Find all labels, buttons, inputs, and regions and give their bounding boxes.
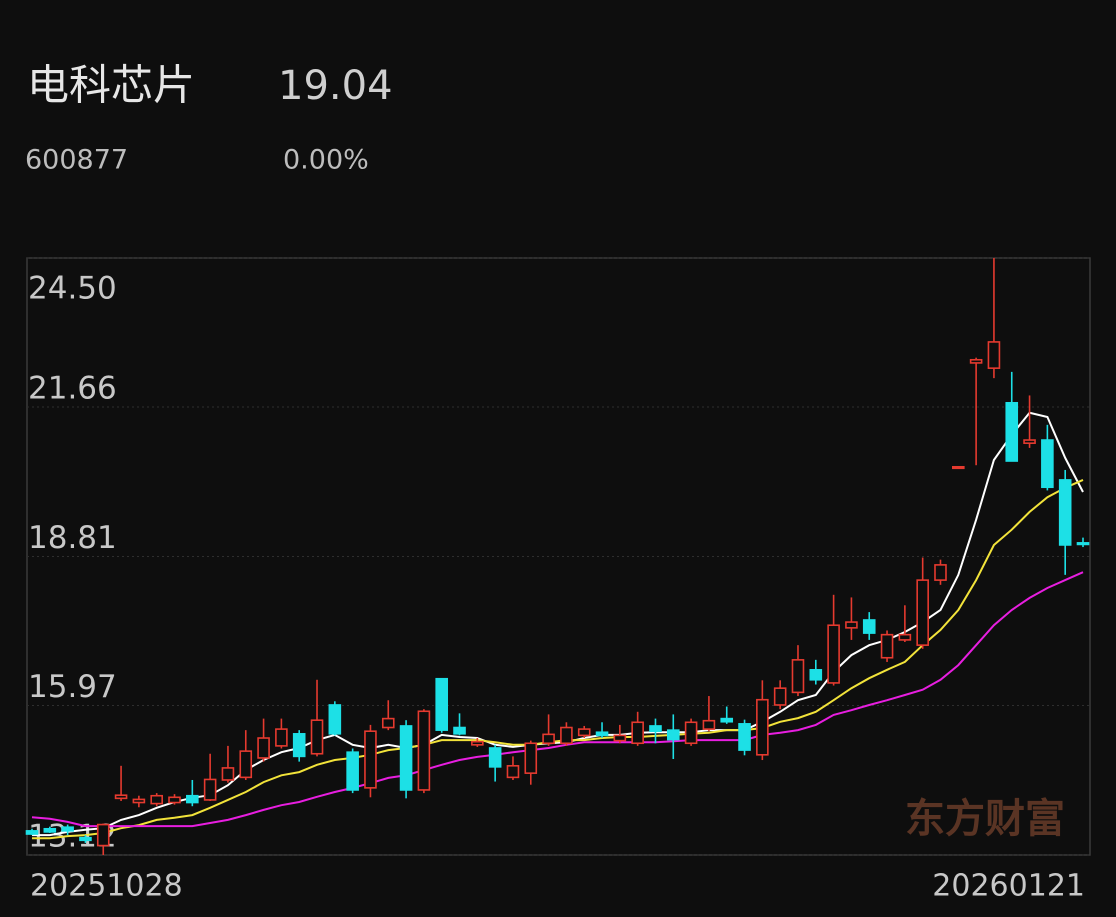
candle-body xyxy=(310,719,324,755)
candle-body xyxy=(1041,439,1054,489)
candle-body xyxy=(738,723,751,751)
candle-body xyxy=(150,794,163,805)
candle-body xyxy=(346,751,359,791)
candle-body xyxy=(577,728,591,737)
candle-body xyxy=(488,747,502,768)
candle-body xyxy=(506,765,520,779)
candle-body xyxy=(25,830,39,835)
candle-body xyxy=(381,717,395,729)
candle-body xyxy=(292,733,306,758)
candle-body xyxy=(96,823,110,847)
moving-average-line xyxy=(31,571,1084,828)
candle-body xyxy=(542,733,555,745)
candle-body xyxy=(631,721,644,745)
candle-body xyxy=(221,767,235,781)
candle-body xyxy=(666,729,680,741)
candle-body xyxy=(684,721,698,745)
candle-body xyxy=(132,798,146,804)
candle-body xyxy=(114,794,128,800)
candle-body xyxy=(79,836,92,842)
candle-body xyxy=(809,669,823,681)
candle-body xyxy=(952,465,965,470)
candle-body xyxy=(649,725,662,732)
candle-body xyxy=(756,698,769,756)
y-tick-label: 21.66 xyxy=(28,370,117,406)
candle-body xyxy=(560,726,573,745)
candle-body xyxy=(791,659,805,694)
candle-body xyxy=(845,621,858,629)
candle-body xyxy=(203,778,217,801)
candle-body xyxy=(916,579,929,646)
candle-body xyxy=(328,704,342,735)
price-change: 0.00% xyxy=(283,145,369,176)
stock-name: 电科芯片 xyxy=(27,61,195,110)
moving-average-line xyxy=(32,478,1084,840)
candle-body xyxy=(471,740,484,746)
stock-code: 600877 xyxy=(25,145,128,176)
candle-body xyxy=(702,719,716,730)
candle-body xyxy=(934,564,947,581)
candle-body xyxy=(1005,401,1019,462)
y-tick-label: 24.50 xyxy=(28,271,117,307)
candle-body xyxy=(399,725,413,791)
candle-body xyxy=(595,731,609,737)
candle-body xyxy=(453,726,466,735)
candle-body xyxy=(186,794,199,804)
candle-body xyxy=(773,687,787,706)
stock-price: 19.04 xyxy=(278,63,393,109)
candle-body xyxy=(43,827,57,833)
candle-body xyxy=(417,710,431,791)
x-tick-label: 20251028 xyxy=(30,869,183,904)
candle-body xyxy=(880,633,894,659)
candle-body xyxy=(364,730,377,789)
candle-body xyxy=(168,796,181,804)
candle-body xyxy=(1023,439,1036,444)
candle-body xyxy=(827,624,840,684)
candle-body xyxy=(275,728,288,747)
candle-body xyxy=(524,742,538,774)
x-tick-label: 20260121 xyxy=(932,869,1085,904)
candle-body xyxy=(898,633,912,641)
candle-body xyxy=(613,734,627,742)
candle-body xyxy=(61,826,74,832)
y-tick-label: 15.97 xyxy=(28,669,117,705)
candle-body xyxy=(987,341,1001,369)
candle-body xyxy=(257,737,270,759)
candle-body xyxy=(239,750,253,779)
watermark: 东方财富 xyxy=(905,795,1065,842)
candle-body xyxy=(720,717,734,723)
candle-body xyxy=(969,358,983,364)
candle-body xyxy=(1058,479,1072,546)
candle-body xyxy=(862,619,876,634)
candle-body xyxy=(435,677,449,731)
y-tick-label: 18.81 xyxy=(28,520,117,556)
candle-body xyxy=(1076,542,1090,546)
